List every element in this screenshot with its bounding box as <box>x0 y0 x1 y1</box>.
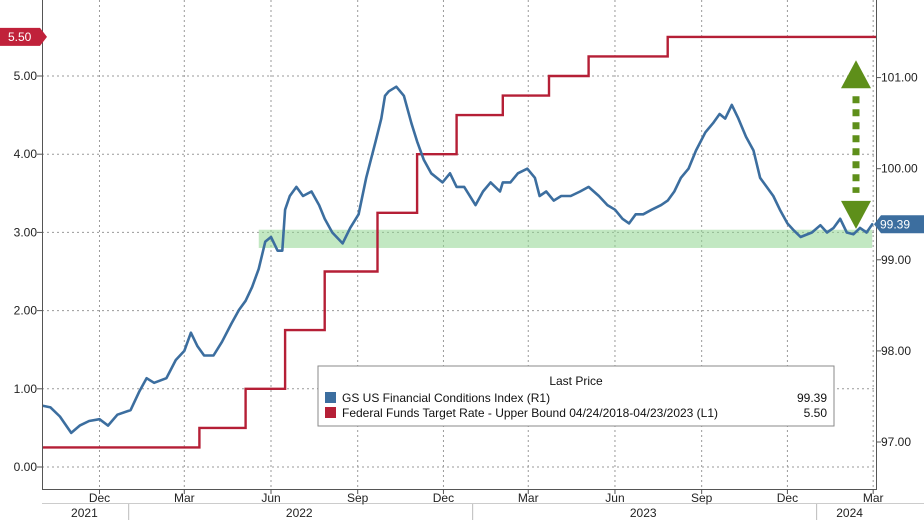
x-tick-label: Sep <box>347 491 369 505</box>
left-tick-label: 2.00 <box>14 304 38 318</box>
x-year-label: 2021 <box>71 506 98 520</box>
legend-swatch-fed <box>325 407 336 418</box>
left-tick-label: 1.00 <box>14 382 38 396</box>
x-tick-label: Dec <box>89 491 110 505</box>
legend: Last Price GS US Financial Conditions In… <box>317 365 835 427</box>
legend-value-fed: 5.50 <box>804 406 828 420</box>
x-tick-label: Dec <box>777 491 798 505</box>
x-year-label: 2022 <box>286 506 313 520</box>
x-tick-label: Jun <box>261 491 280 505</box>
right-tick-label: 101.00 <box>881 71 918 85</box>
right-axis-tick-labels: 97.00 98.00 99.00 100.00 101.00 <box>881 71 918 449</box>
highlight-band <box>258 229 873 248</box>
axes <box>37 0 924 520</box>
legend-label-fed: Federal Funds Target Rate - Upper Bound … <box>342 406 718 420</box>
last-value-label-left: 5.50 <box>8 30 32 44</box>
left-axis-tick-labels: 0.00 1.00 2.00 3.00 4.00 5.00 <box>14 69 38 474</box>
left-tick-label: 3.00 <box>14 225 38 239</box>
x-tick-label: Mar <box>518 491 539 505</box>
x-axis-tick-labels: Dec Mar Jun Sep Dec Mar Jun Sep Dec Mar 2021 2022 20… <box>71 491 883 520</box>
arrowhead-down-icon <box>841 200 871 229</box>
double-arrow-annotation <box>841 60 871 229</box>
x-tick-label: Mar <box>863 491 884 505</box>
right-tick-label: 100.00 <box>881 162 918 176</box>
arrowhead-up-icon <box>841 60 871 89</box>
last-value-tag-right: 99.39 <box>874 215 924 234</box>
left-tick-label: 0.00 <box>14 460 38 474</box>
right-tick-label: 98.00 <box>881 344 911 358</box>
legend-header: Last Price <box>549 374 603 388</box>
x-tick-label: Sep <box>691 491 713 505</box>
last-value-label-right: 99.39 <box>880 217 910 231</box>
legend-swatch-gs <box>325 392 336 403</box>
legend-value-gs: 99.39 <box>797 391 827 405</box>
fed-funds-rate-line <box>42 35 876 449</box>
left-tick-label: 5.00 <box>14 69 38 83</box>
x-tick-label: Dec <box>433 491 454 505</box>
x-tick-label: Jun <box>605 491 624 505</box>
last-value-tag-left: 5.50 <box>0 27 47 46</box>
x-year-label: 2024 <box>836 506 863 520</box>
left-tick-label: 4.00 <box>14 147 38 161</box>
x-year-label: 2023 <box>630 506 657 520</box>
right-tick-label: 99.00 <box>881 253 911 267</box>
gs-financial-conditions-line <box>42 85 874 435</box>
right-tick-label: 97.00 <box>881 435 911 449</box>
x-tick-label: Mar <box>174 491 195 505</box>
legend-label-gs: GS US Financial Conditions Index (R1) <box>342 391 550 405</box>
